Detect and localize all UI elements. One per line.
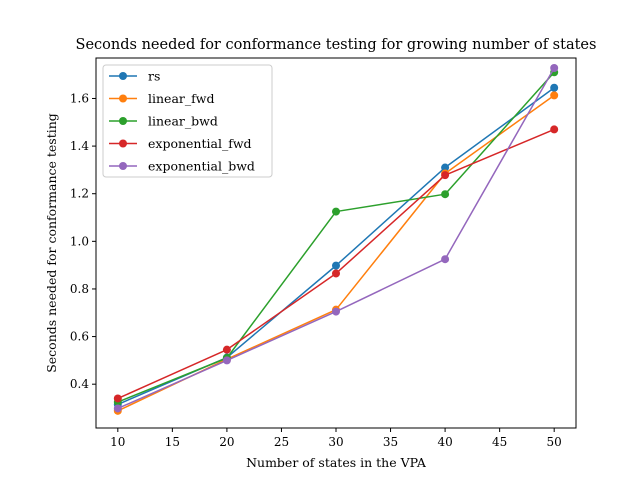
- y-tick-label: 1.4: [70, 139, 89, 153]
- data-point: [332, 307, 340, 316]
- legend-marker: [119, 117, 127, 125]
- legend-label: rs: [148, 69, 160, 84]
- legend-label: linear_bwd: [148, 114, 218, 129]
- chart-title: Seconds needed for conformance testing f…: [76, 37, 597, 53]
- x-tick-label: 50: [547, 435, 562, 449]
- legend-box: [102, 64, 273, 178]
- legend-item: linear_fwd: [109, 91, 214, 106]
- data-point: [113, 394, 122, 403]
- legend-item: rs: [109, 69, 160, 84]
- legend-item: exponential_bwd: [109, 159, 255, 174]
- x-tick-label: 10: [110, 435, 125, 449]
- y-tick-label: 0.8: [70, 282, 89, 296]
- y-tick-label: 1.0: [70, 234, 89, 248]
- data-point: [441, 171, 450, 180]
- legend-marker: [119, 94, 127, 103]
- data-point: [441, 255, 450, 264]
- x-tick-label: 30: [328, 435, 343, 449]
- data-point: [441, 190, 450, 199]
- x-tick-label: 15: [165, 435, 180, 449]
- data-point: [332, 261, 340, 270]
- x-tick-label: 20: [219, 435, 234, 449]
- y-tick-label: 0.4: [70, 377, 89, 391]
- y-tick-label: 1.2: [70, 187, 89, 201]
- series-exponential-fwd: [113, 125, 559, 403]
- y-tick-label: 1.6: [70, 91, 89, 105]
- data-point: [222, 356, 231, 365]
- legend-marker: [119, 72, 127, 80]
- legend-label: exponential_fwd: [148, 136, 252, 151]
- series-exponential-bwd: [113, 64, 559, 413]
- data-point: [113, 404, 122, 413]
- data-point: [332, 207, 340, 216]
- y-axis-ticks: 0.4 0.6 0.8 1.0 1.2 1.4 1.6: [70, 91, 96, 391]
- legend-label: linear_fwd: [148, 91, 214, 106]
- x-tick-label: 45: [492, 435, 507, 449]
- legend-marker: [119, 139, 127, 148]
- series-layer: [113, 64, 559, 415]
- data-point: [222, 345, 231, 354]
- data-point: [332, 269, 340, 278]
- y-axis-label: Seconds needed for conformance testing: [44, 113, 59, 373]
- x-tick-label: 35: [383, 435, 398, 449]
- legend-item: exponential_fwd: [109, 136, 252, 151]
- legend-item: linear_bwd: [109, 114, 218, 129]
- data-point: [550, 83, 559, 92]
- data-point: [550, 64, 559, 72]
- data-point: [550, 125, 559, 134]
- x-tick-label: 40: [437, 435, 452, 449]
- legend: rs linear_fwd linear_bwd exponential_fwdexp…: [102, 64, 273, 178]
- data-point: [441, 163, 450, 172]
- legend-label: exponential_bwd: [148, 159, 255, 174]
- x-axis-ticks: 10 15 20 25 30 35 40 45 50: [110, 428, 562, 449]
- legend-marker: [119, 162, 127, 170]
- x-tick-label: 25: [274, 435, 289, 449]
- data-point: [550, 91, 559, 100]
- y-tick-label: 0.6: [70, 330, 89, 344]
- plot-frame: [95, 57, 577, 429]
- x-axis-label: Number of states in the VPA: [246, 455, 427, 470]
